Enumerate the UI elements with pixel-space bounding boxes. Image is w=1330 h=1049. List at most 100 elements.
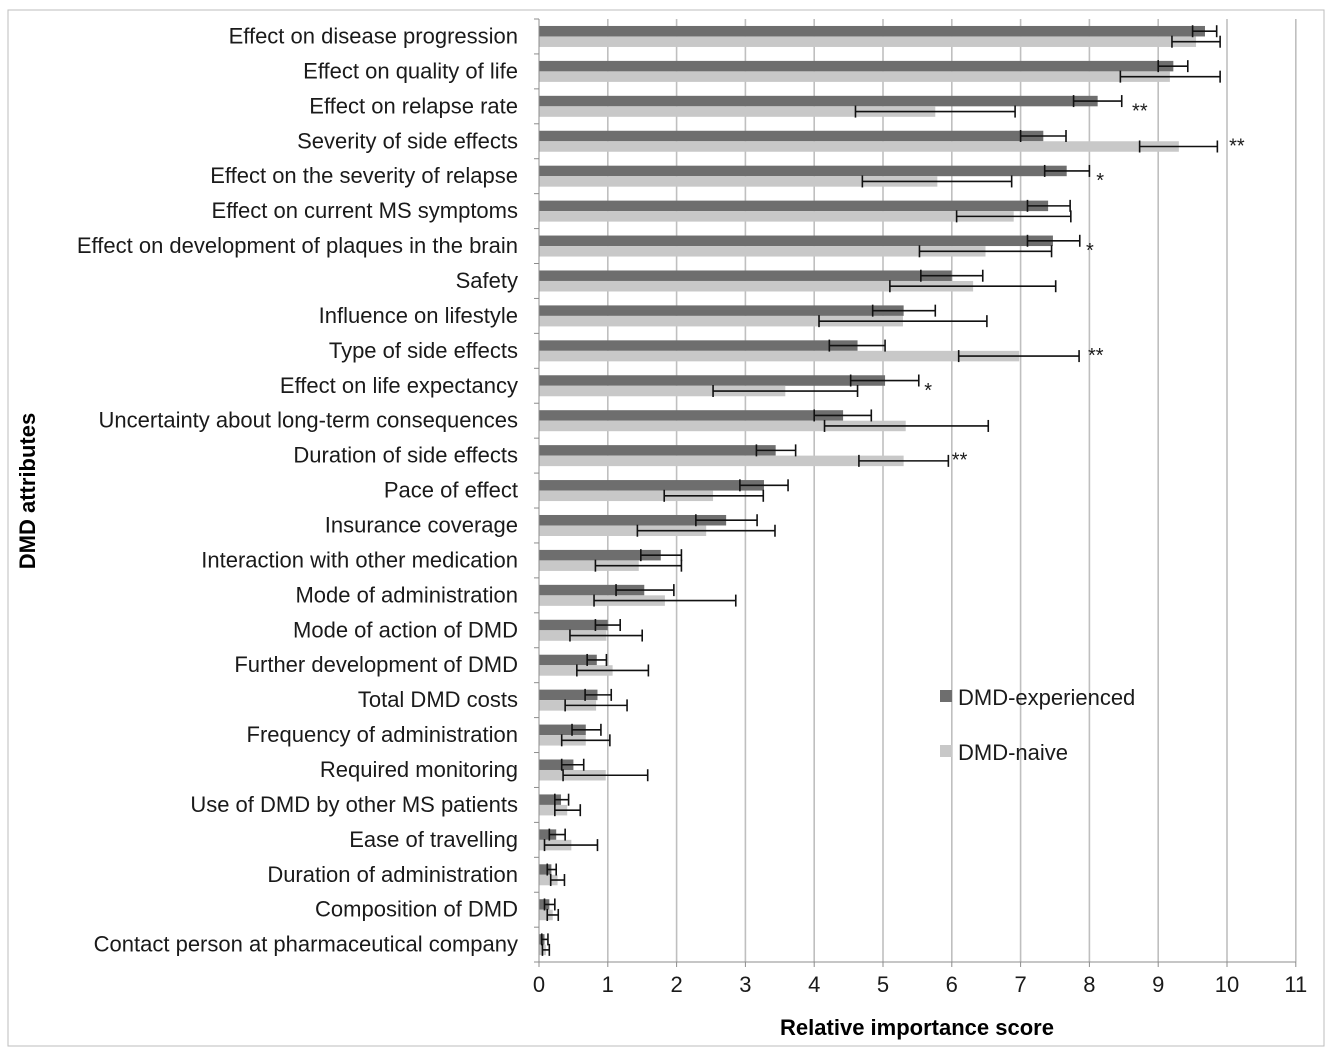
bar-dmd-naive-pace-of-effect	[539, 490, 714, 502]
error-bar-dmd-naive-insurance-coverage	[636, 524, 776, 537]
bar-dmd-experienced-safety	[539, 270, 952, 281]
error-bar-dmd-naive-composition-of-dmd	[546, 908, 560, 921]
error-bar-dmd-naive-safety	[889, 280, 1057, 293]
error-bar-dmd-experienced-further-development-of-dmd	[586, 653, 608, 666]
error-bar-dmd-naive-effect-on-development-of-plaques-in-the-brain	[918, 245, 1053, 258]
error-bar-dmd-experienced-total-dmd-costs	[584, 688, 613, 701]
error-bar-dmd-naive-severity-of-side-effects	[1138, 140, 1219, 153]
bar-dmd-experienced-duration-of-administration	[539, 864, 552, 875]
category-labels: Effect on disease progression Effect on q…	[77, 18, 539, 963]
bar-dmd-naive-composition-of-dmd	[539, 909, 553, 921]
error-bar-dmd-naive-effect-on-disease-progression	[1171, 35, 1221, 48]
error-bar-dmd-experienced-influence-on-lifestyle	[871, 304, 937, 317]
bar-dmd-experienced-ease-of-travelling	[539, 829, 557, 840]
category-label-required-monitoring: Required monitoring	[320, 757, 518, 782]
x-tick-label-5: 5	[877, 972, 889, 997]
error-bar-dmd-naive-influence-on-lifestyle	[818, 315, 988, 328]
bar-dmd-naive-duration-of-administration	[539, 874, 558, 886]
bar-dmd-naive-effect-on-quality-of-life	[539, 71, 1170, 82]
error-bar-dmd-experienced-interaction-with-other-medication	[640, 549, 683, 562]
error-bar-dmd-experienced-uncertainty-about-long-term-consequences	[813, 409, 873, 422]
error-bar-dmd-naive-effect-on-current-ms-symptoms	[955, 210, 1072, 223]
error-bar-dmd-naive-duration-of-side-effects	[858, 454, 950, 467]
bar-dmd-experienced-mode-of-administration	[539, 584, 645, 596]
chart-frame	[7, 9, 1325, 1047]
error-bar-dmd-experienced-duration-of-side-effects	[755, 444, 797, 457]
legend-label-dmd-experienced: DMD-experienced	[958, 685, 1135, 710]
significance-marker-severity-of-side-effects: **	[1229, 135, 1245, 157]
bar-dmd-experienced-interaction-with-other-medication	[539, 549, 661, 561]
category-label-effect-on-life-expectancy: Effect on life expectancy	[280, 373, 518, 398]
category-label-effect-on-quality-of-life: Effect on quality of life	[303, 58, 518, 83]
bar-dmd-experienced-pace-of-effect	[539, 480, 764, 491]
significance-marker-effect-on-the-severity-of-relapse: *	[1096, 170, 1104, 192]
bars	[539, 25, 1205, 956]
x-tick-label-9: 9	[1152, 972, 1164, 997]
error-bar-dmd-naive-use-of-dmd-by-other-ms-patients	[554, 804, 582, 817]
error-bar-dmd-experienced-effect-on-the-severity-of-relapse	[1043, 164, 1091, 177]
category-label-severity-of-side-effects: Severity of side effects	[297, 128, 518, 153]
category-label-uncertainty-about-long-term-consequences: Uncertainty about long-term consequences	[99, 408, 518, 433]
error-bar-dmd-experienced-safety	[920, 269, 984, 282]
category-label-effect-on-relapse-rate: Effect on relapse rate	[309, 93, 518, 118]
bar-dmd-experienced-effect-on-disease-progression	[539, 25, 1205, 37]
significance-marker-effect-on-development-of-plaques-in-the-brain: *	[1086, 240, 1094, 262]
bar-dmd-experienced-duration-of-side-effects	[539, 445, 776, 456]
bar-dmd-naive-duration-of-side-effects	[539, 455, 904, 467]
error-bar-dmd-experienced-frequency-of-administration	[571, 723, 602, 736]
category-label-duration-of-administration: Duration of administration	[267, 862, 518, 887]
x-tick-label-6: 6	[946, 972, 958, 997]
bar-dmd-experienced-required-monitoring	[539, 759, 574, 770]
error-bar-dmd-naive-effect-on-relapse-rate	[854, 105, 1016, 118]
bar-dmd-naive-safety	[539, 280, 974, 292]
error-bar-dmd-naive-effect-on-the-severity-of-relapse	[861, 175, 1013, 188]
legend: DMD-experienced DMD-naive	[940, 685, 1135, 765]
category-label-further-development-of-dmd: Further development of DMD	[234, 652, 518, 677]
bar-dmd-naive-use-of-dmd-by-other-ms-patients	[539, 804, 568, 816]
error-bar-dmd-naive-effect-on-quality-of-life	[1119, 70, 1221, 83]
error-bar-dmd-naive-contact-person-at-pharmaceutical-company	[541, 943, 551, 956]
error-bar-dmd-naive-effect-on-life-expectancy	[712, 385, 859, 398]
x-tick-label-2: 2	[670, 972, 682, 997]
error-bar-dmd-experienced-effect-on-relapse-rate	[1072, 95, 1123, 108]
category-label-composition-of-dmd: Composition of DMD	[315, 897, 518, 922]
error-bar-dmd-experienced-contact-person-at-pharmaceutical-company	[540, 933, 549, 946]
bar-dmd-experienced-uncertainty-about-long-term-consequences	[539, 410, 844, 421]
error-bar-dmd-experienced-composition-of-dmd	[543, 898, 556, 911]
error-bar-dmd-naive-interaction-with-other-medication	[594, 559, 683, 572]
category-label-use-of-dmd-by-other-ms-patients: Use of DMD by other MS patients	[190, 792, 518, 817]
x-tick-label-3: 3	[739, 972, 751, 997]
error-bar-dmd-experienced-effect-on-quality-of-life	[1157, 60, 1189, 73]
y-axis-title: DMD attributes	[15, 413, 40, 569]
bar-dmd-naive-interaction-with-other-medication	[539, 560, 639, 571]
significance-annotations: ***********	[924, 100, 1245, 471]
bar-dmd-naive-severity-of-side-effects	[539, 141, 1179, 152]
bar-dmd-experienced-severity-of-side-effects	[539, 130, 1044, 142]
category-label-effect-on-development-of-plaques-in-the-brain: Effect on development of plaques in the …	[77, 233, 518, 258]
error-bar-dmd-experienced-mode-of-administration	[615, 584, 675, 597]
error-bar-dmd-experienced-required-monitoring	[560, 758, 585, 771]
error-bar-dmd-naive-type-of-side-effects	[957, 350, 1080, 363]
bar-dmd-naive-further-development-of-dmd	[539, 665, 613, 676]
bar-dmd-experienced-insurance-coverage	[539, 514, 727, 526]
x-tick-label-4: 4	[808, 972, 820, 997]
legend-label-dmd-naive: DMD-naive	[958, 740, 1068, 765]
x-axis-title: Relative importance score	[780, 1015, 1054, 1040]
significance-marker-effect-on-life-expectancy: *	[924, 380, 932, 402]
x-tick-label-7: 7	[1014, 972, 1026, 997]
x-tick-label-1: 1	[602, 972, 614, 997]
bar-dmd-experienced-frequency-of-administration	[539, 724, 586, 736]
x-tick-label-8: 8	[1083, 972, 1095, 997]
category-label-effect-on-the-severity-of-relapse: Effect on the severity of relapse	[210, 163, 518, 188]
bar-dmd-naive-insurance-coverage	[539, 525, 707, 536]
category-label-insurance-coverage: Insurance coverage	[325, 512, 518, 537]
significance-marker-type-of-side-effects: **	[1088, 345, 1104, 367]
x-tick-label-11: 11	[1284, 972, 1307, 997]
bar-dmd-experienced-effect-on-development-of-plaques-in-the-brain	[539, 235, 1053, 247]
bar-dmd-naive-effect-on-relapse-rate	[539, 106, 936, 117]
error-bar-dmd-experienced-duration-of-administration	[546, 863, 558, 876]
bar-dmd-naive-influence-on-lifestyle	[539, 315, 903, 327]
error-bar-dmd-experienced-effect-on-current-ms-symptoms	[1026, 199, 1071, 212]
error-bar-dmd-experienced-severity-of-side-effects	[1019, 130, 1067, 143]
category-label-effect-on-current-ms-symptoms: Effect on current MS symptoms	[212, 198, 518, 223]
